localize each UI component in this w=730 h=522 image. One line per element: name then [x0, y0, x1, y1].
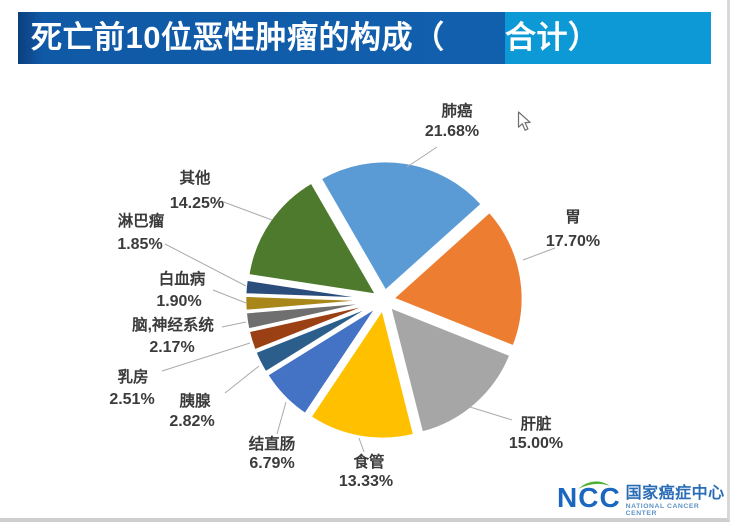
leader-line-lung: [406, 146, 438, 168]
slice-label-colorectal: 结直肠: [248, 434, 296, 453]
slice-pct-colorectal: 6.79%: [249, 455, 294, 472]
leader-line-stomach: [522, 247, 556, 261]
title-bar: 死亡前10位恶性肿瘤的构成（ 合计）: [18, 12, 711, 64]
slice-pct-brain-nervous: 2.17%: [149, 339, 194, 356]
pie-slice-breast[interactable]: [247, 301, 377, 352]
slice-pct-liver: 15.00%: [509, 435, 563, 452]
slice-label-brain-nervous: 脑,神经系统: [132, 315, 214, 334]
page-title: 死亡前10位恶性肿瘤的构成（: [18, 12, 505, 64]
ncc-abbr-letters: NCC: [557, 482, 621, 513]
ncc-logo-english-name: NATIONAL CANCER CENTER: [625, 503, 700, 517]
leader-line-breast: [161, 342, 251, 372]
slice-label-leukemia: 白血病: [159, 269, 206, 288]
leader-line-leukemia: [212, 289, 247, 304]
slice-pct-stomach: 17.70%: [546, 233, 600, 250]
pie-slice-liver[interactable]: [388, 305, 512, 435]
pie-slice-esophagus[interactable]: [308, 307, 416, 441]
ncc-logo: NCC 国家癌症中心 NATIONAL CANCER CENTER: [557, 481, 727, 517]
pie-slice-other[interactable]: [246, 181, 378, 297]
pie-slice-lung[interactable]: [319, 159, 484, 293]
slice-pct-breast: 2.51%: [109, 391, 154, 408]
leader-line-pancreas: [224, 365, 260, 394]
pie-slice-stomach[interactable]: [391, 210, 525, 348]
leader-line-brain-nervous: [221, 321, 247, 328]
slice-label-liver: 肝脏: [520, 414, 552, 433]
ncc-logo-names: 国家癌症中心 NATIONAL CANCER CENTER: [626, 485, 727, 517]
leader-line-lymphoma: [164, 243, 247, 287]
leader-line-other: [220, 200, 273, 221]
slice-label-stomach: 胃: [565, 208, 581, 226]
leader-line-esophagus: [358, 437, 365, 453]
slice-pct-lung: 21.68%: [425, 123, 479, 140]
slice-label-pancreas: 胰腺: [179, 391, 211, 410]
slice-pct-other: 14.25%: [170, 195, 224, 212]
leaf-swoosh-icon: [578, 481, 610, 489]
title-accent-section: 合计）: [505, 12, 711, 64]
slice-pct-pancreas: 2.82%: [169, 413, 214, 430]
pie-slice-lymphoma[interactable]: [243, 278, 377, 301]
slice-label-lymphoma: 淋巴瘤: [118, 211, 165, 230]
slice-pct-esophagus: 13.33%: [339, 473, 393, 490]
ncc-logo-text: NCC: [557, 481, 621, 513]
slice-pct-leukemia: 1.90%: [156, 293, 201, 310]
mouse-cursor-icon: [517, 111, 531, 131]
pie-slice-colorectal[interactable]: [265, 305, 379, 416]
leader-line-colorectal: [276, 401, 287, 435]
page-title-accent: 合计）: [505, 20, 600, 55]
ncc-logo-chinese-name: 国家癌症中心: [625, 485, 725, 502]
slice-label-lung: 肺癌: [441, 101, 473, 120]
leader-line-liver: [469, 406, 513, 421]
slice-label-other: 其他: [179, 168, 211, 187]
slice-label-breast: 乳房: [117, 367, 148, 386]
slice-pct-lymphoma: 1.85%: [117, 236, 162, 253]
slice-label-esophagus: 食管: [352, 452, 384, 471]
pie-slice-pancreas[interactable]: [253, 302, 378, 374]
